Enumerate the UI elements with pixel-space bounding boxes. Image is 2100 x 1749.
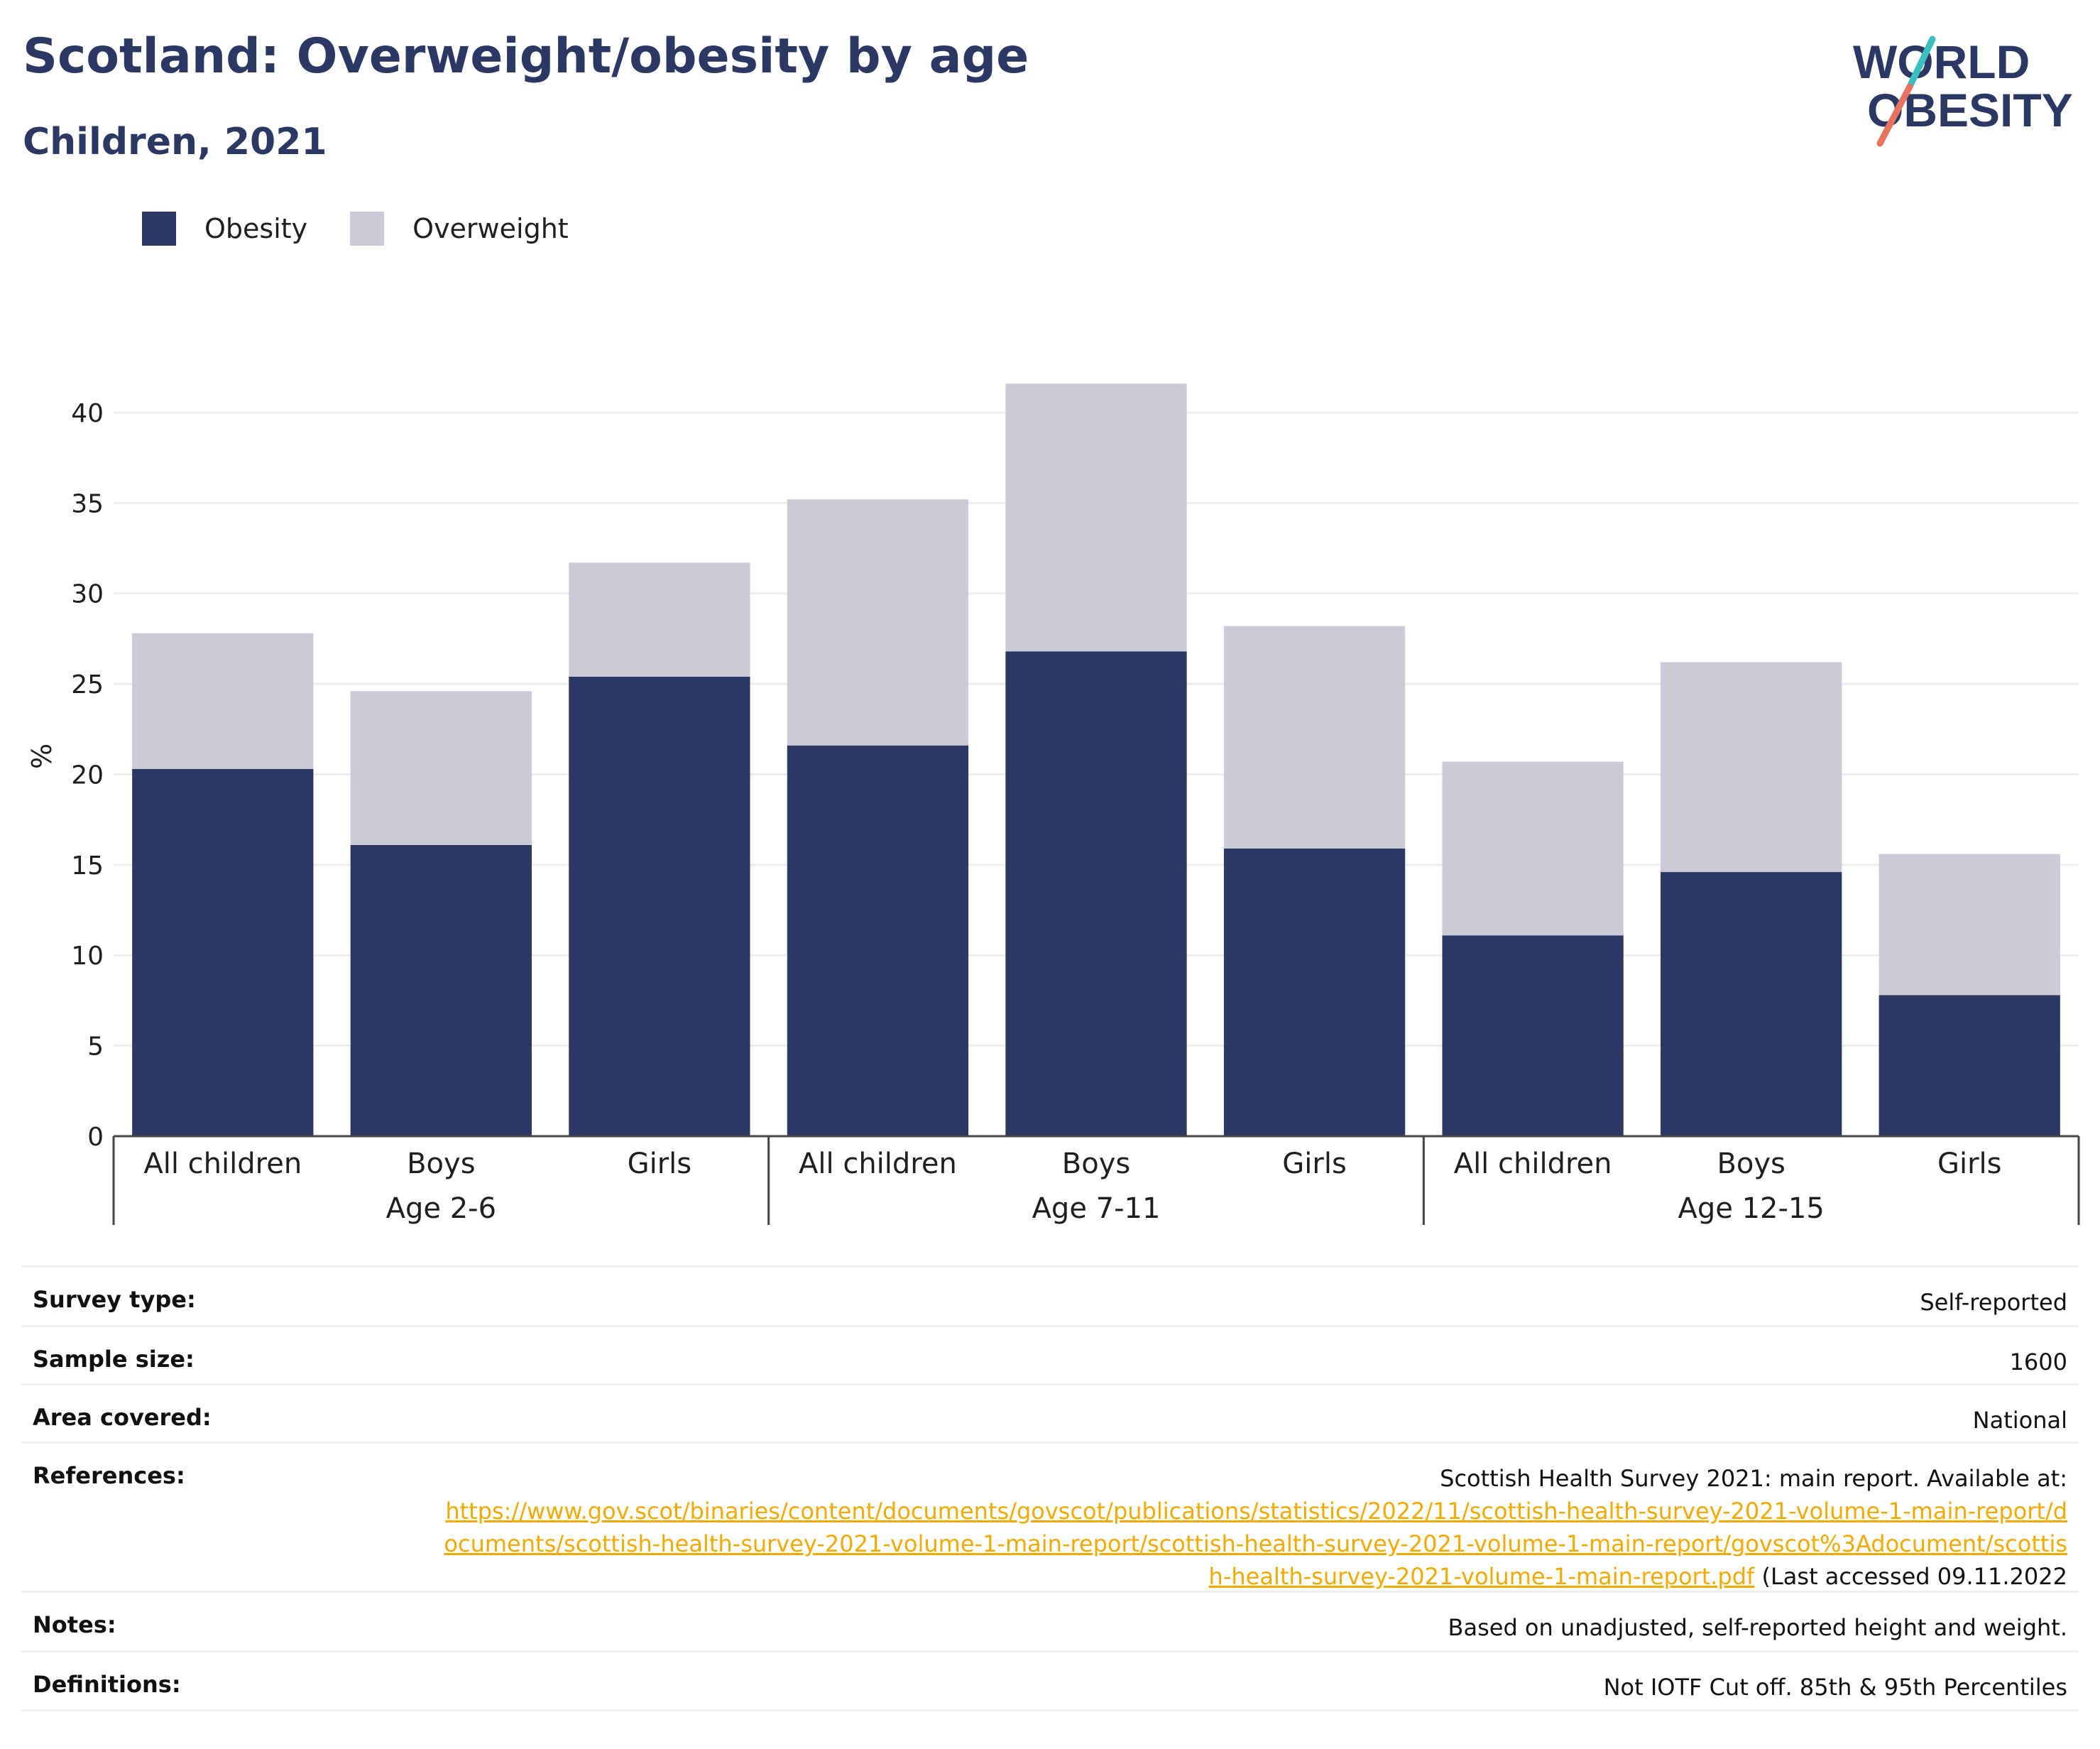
legend-swatch-obesity	[142, 212, 176, 246]
bar-overweight-3	[787, 499, 969, 746]
references-label: References:	[33, 1462, 185, 1489]
group-label: Age 7-11	[1032, 1192, 1161, 1225]
y-tick-label: 15	[71, 851, 104, 881]
page-title: Scotland: Overweight/obesity by age	[23, 28, 1029, 85]
x-tick-label: All children	[143, 1148, 302, 1180]
legend-swatch-overweight	[350, 212, 385, 246]
info-row-survey-type: Survey type: Self-reported	[21, 1265, 2079, 1325]
legend-label-overweight: Overweight	[412, 213, 569, 244]
sample-size-value: 1600	[2009, 1348, 2067, 1375]
x-tick-label: Girls	[1282, 1148, 1347, 1180]
references-text: Scottish Health Survey 2021: main report…	[1440, 1465, 2067, 1492]
x-tick-label: Girls	[1937, 1148, 2002, 1180]
bar-obesity-5	[1223, 848, 1406, 1136]
group-label: Age 12-15	[1678, 1192, 1825, 1225]
bar-overweight-7	[1661, 662, 1842, 873]
bar-overweight-5	[1223, 626, 1406, 849]
page-subtitle: Children, 2021	[23, 121, 327, 163]
bar-overweight-8	[1878, 854, 2060, 996]
x-tick-label: All children	[1454, 1148, 1612, 1180]
survey-type-value: Self-reported	[1920, 1289, 2067, 1316]
references-link[interactable]: https://www.gov.scot/binaries/content/do…	[444, 1498, 2067, 1590]
bar-obesity-6	[1442, 935, 1624, 1136]
bar-obesity-2	[569, 676, 750, 1136]
y-tick-label: 0	[87, 1123, 104, 1152]
logo-line1: WORLD	[1853, 36, 2030, 88]
area-covered-label: Area covered:	[33, 1404, 212, 1431]
y-tick-label: 40	[71, 399, 104, 428]
legend-item-obesity[interactable]: Obesity	[142, 212, 307, 246]
chart-legend: Obesity Overweight	[142, 212, 611, 246]
info-row-area-covered: Area covered: National	[21, 1383, 2079, 1442]
survey-type-label: Survey type:	[33, 1286, 196, 1313]
area-covered-value: National	[1972, 1407, 2067, 1434]
x-tick-label: Boys	[1717, 1148, 1785, 1180]
x-tick-label: Boys	[407, 1148, 475, 1180]
info-row-references: References: Scottish Health Survey 2021:…	[21, 1442, 2079, 1591]
bar-overweight-4	[1005, 383, 1187, 652]
notes-value: Based on unadjusted, self-reported heigh…	[1448, 1614, 2067, 1641]
notes-label: Notes:	[33, 1611, 116, 1638]
info-row-notes: Notes: Based on unadjusted, self-reporte…	[21, 1591, 2079, 1650]
bar-overweight-1	[350, 691, 532, 845]
stacked-bar-chart: 0 5 10 15 20 25 30 35 40% All children Boys Girls Al…	[26, 383, 2080, 1225]
bar-obesity-1	[350, 844, 532, 1136]
logo-stroke-coral	[1876, 83, 1913, 147]
references-value: Scottish Health Survey 2021: main report…	[434, 1462, 2067, 1593]
references-suffix: (Last accessed 09.11.2022	[1754, 1563, 2067, 1590]
bar-obesity-0	[132, 768, 314, 1136]
x-tick-label: Girls	[628, 1148, 692, 1180]
survey-info-table: Survey type: Self-reported Sample size: …	[21, 1265, 2079, 1711]
sample-size-label: Sample size:	[33, 1346, 195, 1373]
bar-overweight-2	[569, 562, 750, 677]
info-row-definitions: Definitions: Not IOTF Cut off. 85th & 95…	[21, 1650, 2079, 1711]
x-tick-label: Boys	[1062, 1148, 1130, 1180]
info-row-sample-size: Sample size: 1600	[21, 1325, 2079, 1383]
legend-item-overweight[interactable]: Overweight	[350, 212, 569, 246]
legend-label-obesity: Obesity	[204, 213, 308, 244]
y-tick-label: 20	[71, 761, 104, 790]
y-tick-label: 30	[71, 580, 104, 609]
logo-line2: OBESITY	[1867, 84, 2073, 136]
bar-obesity-8	[1878, 995, 2060, 1136]
definitions-value: Not IOTF Cut off. 85th & 95th Percentile…	[1603, 1674, 2067, 1701]
y-tick-label: 25	[71, 670, 104, 699]
bar-obesity-4	[1005, 651, 1187, 1136]
bar-overweight-6	[1442, 761, 1624, 936]
y-tick-label: 5	[87, 1032, 104, 1062]
y-tick-label: 10	[71, 942, 104, 971]
bar-obesity-3	[787, 745, 969, 1136]
bar-overweight-0	[132, 633, 314, 769]
y-tick-label: 35	[71, 489, 104, 518]
logo-stroke-teal	[1906, 36, 1936, 90]
world-obesity-logo: WORLD OBESITY	[1853, 36, 2073, 147]
definitions-label: Definitions:	[33, 1671, 181, 1698]
x-tick-label: All children	[799, 1148, 957, 1180]
y-axis-label: %	[26, 743, 58, 769]
bar-obesity-7	[1661, 872, 1842, 1136]
group-label: Age 2-6	[386, 1192, 496, 1225]
